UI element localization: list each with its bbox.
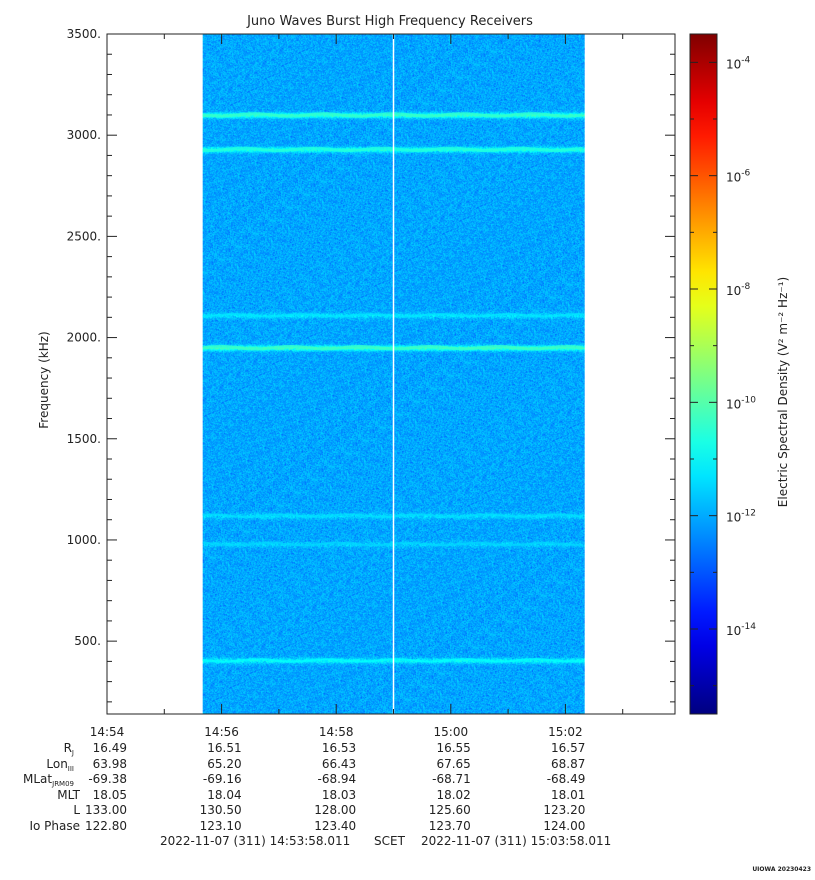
colorbar-tick-label: 10-6 [726, 169, 751, 185]
ephemeris-value: 123.10 [199, 818, 242, 833]
ephemeris-value: 18.01 [551, 787, 586, 802]
colorbar: 10-4 10-6 10-8 10-10 10-12 10-14 [689, 33, 756, 715]
emission-band [202, 658, 583, 663]
ephemeris-value: 16.57 [551, 741, 586, 755]
ephemeris-value: 130.50 [199, 803, 242, 817]
ephemeris-value: 18.02 [436, 787, 471, 802]
ephemeris-value: 66.43 [321, 756, 357, 771]
ephemeris-value: 125.60 [428, 803, 471, 817]
ephemeris-value: 68.87 [551, 756, 586, 771]
ephemeris-row-label: MLatJRM09 [23, 772, 74, 789]
colorbar-tick-label: 10-12 [726, 509, 756, 525]
x-tick-label: 15:02 [548, 725, 583, 739]
ephemeris-value: -69.16 [202, 772, 242, 786]
ephemeris-value: 67.65 [436, 756, 471, 771]
version-stamp: UIOWA 20230423 [752, 866, 811, 873]
plot-area: 500. 1000. 1500. 2000. 2500. 3000. 3500. 14:54 1… [67, 27, 676, 739]
ephemeris-row-label: RJ [63, 741, 74, 758]
x-tick-label: 14:56 [204, 725, 239, 739]
emission-band [202, 112, 583, 118]
y-tick-label: 3500. [67, 27, 101, 41]
colorbar-tick-label: 10-8 [726, 282, 751, 298]
ephemeris-value: 18.03 [321, 787, 357, 802]
ephemeris-value: 123.70 [428, 818, 471, 833]
ephemeris-row-label: LonIII [46, 756, 74, 773]
ephemeris-value: 18.05 [92, 787, 127, 802]
emission-band [202, 313, 583, 318]
y-tick-label: 1500. [67, 432, 101, 446]
ephemeris-value: -68.94 [317, 772, 357, 786]
plot-frame [106, 33, 676, 715]
chart-title: Juno Waves Burst High Frequency Receiver… [246, 14, 533, 29]
ephemeris-value: 63.98 [92, 756, 127, 771]
ephemeris-value: 123.40 [314, 818, 357, 833]
y-tick-label: 500. [74, 634, 101, 648]
footer-time-frame: SCET [374, 834, 405, 848]
ephemeris-value: 123.20 [543, 803, 586, 817]
ephemeris-value: -68.49 [546, 772, 586, 786]
ephemeris-value: 124.00 [543, 818, 586, 833]
emission-band [202, 146, 583, 153]
x-tick-label: 15:00 [434, 725, 469, 739]
colorbar-tick-label: 10-4 [726, 55, 751, 71]
ephemeris-value: 16.51 [207, 741, 242, 755]
colorbar-tick-label: 10-10 [726, 395, 756, 411]
x-tick-label: 14:58 [319, 725, 354, 739]
emission-band [202, 344, 583, 351]
colorbar-tick-label: 10-14 [726, 622, 756, 638]
colorbar-gradient [689, 33, 718, 715]
ephemeris-value: 133.00 [85, 803, 127, 817]
ephemeris-value: -69.38 [88, 772, 127, 786]
emission-band [202, 541, 583, 547]
ephemeris-value: 128.00 [314, 803, 357, 817]
footer-end-time: 2022-11-07 (311) 15:03:58.011 [421, 834, 612, 848]
ephemeris-value: 16.55 [436, 741, 471, 755]
ephemeris-row-subscript: J [71, 749, 74, 757]
ephemeris-row-label: Io Phase [29, 818, 80, 833]
colorbar-label: Electric Spectral Density (V² m⁻² Hz⁻¹) [776, 277, 790, 507]
ephemeris-value: 122.80 [85, 818, 127, 833]
y-tick-label: 1000. [67, 533, 101, 547]
y-tick-label: 2500. [67, 229, 101, 243]
ephemeris-row-label: L [73, 803, 80, 817]
ephemeris-value: -68.71 [432, 772, 471, 786]
ephemeris-row-subscript: JRM09 [52, 780, 74, 788]
y-axis-label: Frequency (kHz) [37, 331, 51, 428]
footer-start-time: 2022-11-07 (311) 14:53:58.011 [160, 834, 351, 848]
y-tick-label: 3000. [67, 128, 101, 142]
ephemeris-value: 16.53 [321, 741, 357, 755]
ephemeris-value: 65.20 [207, 756, 242, 771]
ephemeris-row-subscript: III [67, 764, 74, 773]
ephemeris-value: 16.49 [92, 741, 127, 755]
ephemeris-row-label: MLT [57, 787, 80, 802]
x-tick-label: 14:54 [90, 725, 125, 739]
emission-band [202, 513, 583, 518]
ephemeris-value: 18.04 [207, 787, 242, 802]
y-tick-label: 2000. [67, 331, 101, 345]
